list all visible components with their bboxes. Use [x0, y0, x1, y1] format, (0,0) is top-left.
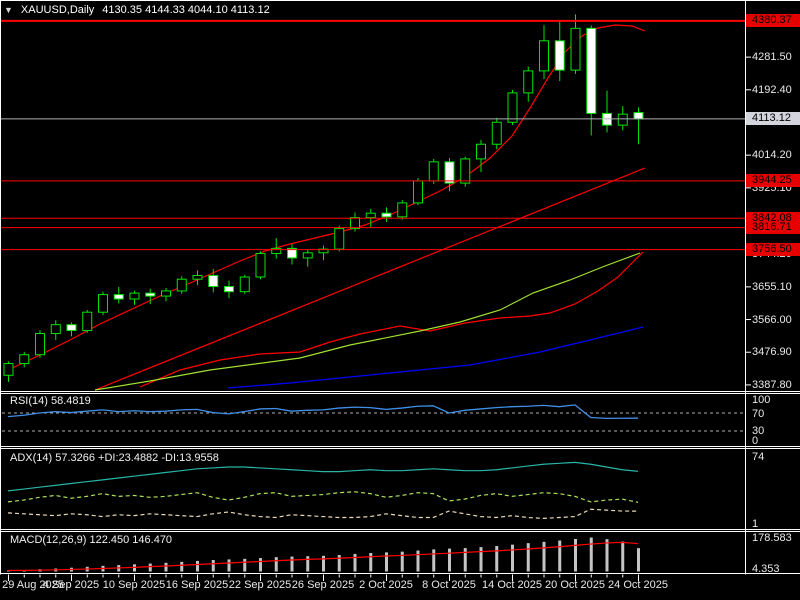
candle-bull [365, 212, 376, 219]
date-label: 24 Oct 2025 [608, 579, 668, 591]
macd-indicator-label: MACD(12,26,9) 122.450 146.470 [10, 534, 173, 546]
date-label: 2 Oct 2025 [359, 579, 413, 591]
candle-bull [129, 292, 140, 300]
candle-bull [98, 294, 108, 313]
chart-symbol-period: XAUUSD,Daily [20, 4, 95, 16]
candle-bull [3, 363, 14, 376]
candle-bear [444, 161, 455, 184]
candle-bear [66, 324, 77, 332]
date-label: 26 Sep 2025 [291, 579, 355, 591]
rsi-line [7, 404, 639, 420]
candle-bear [633, 112, 644, 120]
candle-bull [476, 143, 486, 160]
indicator-scale-label: 70 [752, 407, 765, 420]
price-tick-label: 3655.10 [752, 280, 792, 293]
candle-bull [491, 121, 502, 145]
date-label: 14 Oct 2025 [482, 579, 542, 591]
chart-dropdown-marker-icon: ▼ [4, 5, 13, 15]
candle-bull [460, 158, 471, 184]
ma-slow-red [139, 251, 644, 388]
candle-bear [145, 292, 156, 297]
candle-bear [113, 294, 124, 300]
candle-bull [507, 92, 518, 123]
ma-blue [227, 326, 644, 389]
candle-bull [271, 247, 282, 255]
candle-bear [208, 275, 219, 288]
adx-plus-di-line [7, 491, 639, 503]
candle-bull [350, 217, 360, 230]
indicator-scale-label: 0 [752, 435, 759, 447]
candle-bull [50, 324, 61, 334]
candle-bull [617, 113, 628, 126]
candle-bull [19, 354, 30, 365]
price-tick-label: 4281.50 [752, 51, 792, 64]
macd-signal-line [7, 541, 639, 572]
price-line-badge: 3756.50 [746, 243, 800, 257]
date-label: 20 Oct 2025 [545, 579, 605, 591]
candle-bull [523, 70, 534, 94]
price-tick-label: 4192.40 [752, 83, 792, 96]
price-axis[interactable]: 4370.604281.504192.404103.304014.203925.… [746, 0, 800, 575]
date-label: 22 Sep 2025 [228, 579, 292, 591]
date-label: 10 Sep 2025 [102, 579, 166, 591]
current-price-badge: 4113.12 [746, 112, 800, 126]
ma-fast-red [7, 24, 646, 371]
candle-bull [35, 332, 45, 356]
candle-bull [302, 252, 313, 259]
date-label: 16 Sep 2025 [165, 579, 229, 591]
ma-green [94, 252, 641, 391]
price-tick-label: 3476.90 [752, 346, 792, 359]
candle-bull [539, 40, 549, 72]
indicator-scale-label: 178.583 [752, 532, 792, 544]
date-label: 4 Sep 2025 [42, 579, 100, 591]
adx-indicator-label: ADX(14) 57.3266 +DI:23.4882 -DI:13.9558 [10, 452, 219, 464]
candle-bull [428, 161, 439, 182]
indicator-scale-label: 100 [752, 394, 771, 406]
candle-bull [397, 202, 408, 218]
candle-bull [570, 27, 581, 71]
date-label: 8 Oct 2025 [422, 579, 476, 591]
price-line-badge: 4380.37 [746, 14, 800, 28]
candle-bear [381, 212, 392, 218]
candle-bull [192, 275, 203, 280]
price-line-badge: 3944.25 [746, 174, 800, 188]
time-axis[interactable]: 29 Aug 2025 4 Sep 2025 10 Sep 2025 16 Sep 2… [0, 575, 800, 600]
candle-bear [224, 286, 234, 293]
adx-minus-di-line [7, 508, 639, 520]
candle-bull [239, 276, 250, 293]
candle-bull [334, 228, 345, 250]
indicator-scale-label: 74 [752, 450, 765, 463]
indicator-scale-label: 1 [752, 517, 759, 530]
price-line-badge: 3816.71 [746, 221, 800, 235]
rsi-indicator-label: RSI(14) 58.4819 [10, 395, 91, 407]
price-tick-label: 3566.00 [752, 313, 792, 326]
indicator-scale-label: 30 [752, 424, 765, 437]
price-tick-label: 4014.20 [752, 149, 792, 162]
candle-bear [586, 27, 597, 114]
indicator-scale-label: 4.353 [752, 563, 780, 575]
trendline-red [94, 167, 646, 391]
candle-bull [176, 278, 187, 292]
candle-bull [255, 253, 266, 278]
candle-bull [161, 290, 171, 297]
candle-bear [554, 40, 565, 71]
candle-bull [318, 248, 329, 254]
price-tick-label: 3387.80 [752, 378, 792, 391]
chart-title-bar: ▼ XAUUSD,Daily 4130.35 4144.33 4044.10 411… [4, 4, 270, 16]
date-label: 29 Aug 2025 [2, 579, 64, 591]
chart-title-ohlc: 4130.35 4144.33 4044.10 4113.12 [102, 4, 270, 16]
candle-bull [82, 311, 93, 332]
candle-bear [287, 247, 297, 259]
adx-main-line [7, 461, 639, 492]
candle-bull [413, 180, 423, 204]
